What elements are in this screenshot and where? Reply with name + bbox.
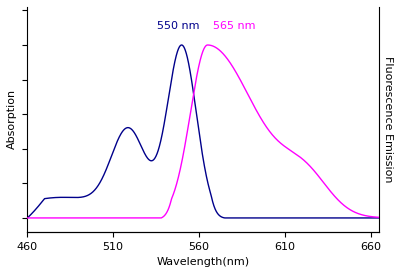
X-axis label: Wavelength(nm): Wavelength(nm) xyxy=(157,257,250,267)
Text: 565 nm: 565 nm xyxy=(213,21,255,31)
Y-axis label: Absorption: Absorption xyxy=(7,89,17,149)
Text: 550 nm: 550 nm xyxy=(157,21,200,31)
Y-axis label: Fluorescence Emission: Fluorescence Emission xyxy=(383,56,393,182)
